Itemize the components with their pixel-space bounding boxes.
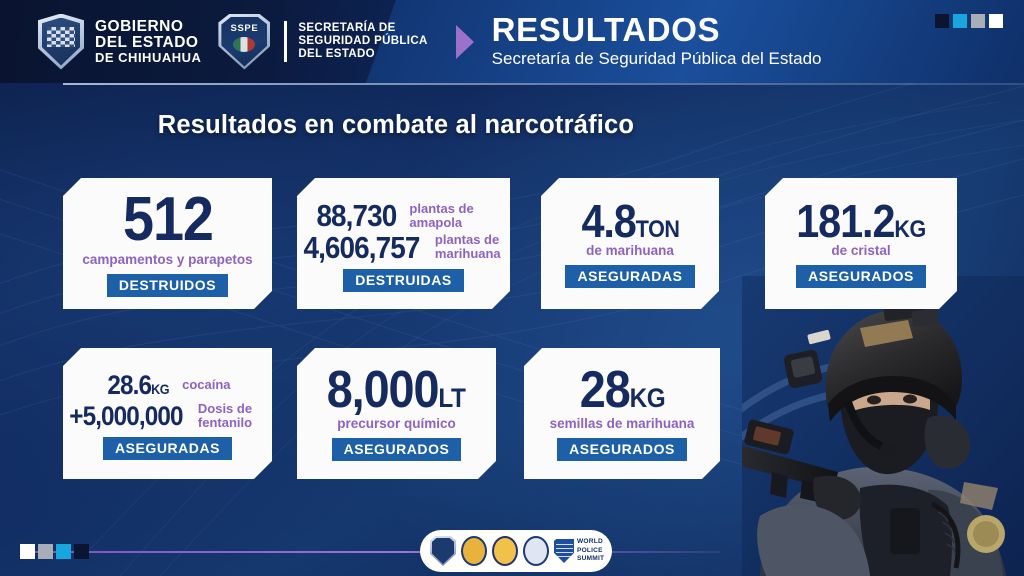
section-title: Resultados en combate al narcotráfico [157,111,635,139]
footer-rule [20,551,720,553]
gov-line-1: GOBIERNO [95,18,184,36]
stat-descriptor: semillas de marihuana [549,415,695,431]
stat-number-group: 4.8TON [581,199,679,243]
gov-line-2: DEL ESTADO [95,33,199,51]
stat-line-amapola: 88,730 plantas de amapola [297,201,510,231]
header-square-4 [989,14,1003,28]
stat-line-cocaina: 28.6KG cocaína [63,373,272,399]
header-square-accents [935,14,1003,28]
footer-square-4 [74,544,89,559]
stat-number: 181.2 [796,194,895,247]
summit-line-3: SUMMIT [577,555,605,563]
stat-unit: KG [151,380,170,397]
header-title-block: RESULTADOS Secretaría de Seguridad Públi… [492,13,822,69]
stat-descriptor: campamentos y parapetos [82,251,253,267]
stat-number: 4.8 [580,194,636,247]
government-wordmark: GOBIERNO DEL ESTADO DE CHIHUAHUA [95,19,201,64]
header-rule [63,83,1024,85]
stat-label: Dosis de fentanilo [197,401,253,431]
stat-number: 8,000 [327,360,439,419]
stat-number: 4,606,757 [303,229,420,265]
stat-card-precursor: 8,000LT precursor químico ASEGURADOS [297,348,496,479]
stat-descriptor: de cristal [831,243,891,259]
chihuahua-state-shield-icon [38,13,84,70]
page-header: GOBIERNO DEL ESTADO DE CHIHUAHUA SSPE SE… [0,0,1024,83]
stat-number-group: 28.6KG [108,373,170,399]
world-police-summit-logo: WORLD POLICE SUMMIT [554,538,604,563]
stat-tag: ASEGURADAS [565,265,694,288]
page-title: RESULTADOS [491,11,721,49]
sspe-abbreviation: SSPE [230,22,259,34]
summit-line-1: WORLD [577,538,603,546]
stat-number: 512 [122,185,213,255]
stat-descriptor: precursor químico [337,415,456,431]
sspe-badge-mini-icon [430,536,456,566]
footer-logo-bar: WORLD POLICE SUMMIT [420,530,612,572]
stat-unit: KG [894,215,926,243]
header-square-1 [935,14,949,28]
interpol-badge-mini-icon [523,536,549,566]
stat-tag: ASEGURADOS [796,265,926,288]
stat-number: 28 [579,360,630,419]
stat-descriptor: de marihuana [586,243,674,259]
stat-card-cocaina-fentanilo: 28.6KG cocaína +5,000,000 Dosis de fenta… [63,348,272,479]
stat-label: cocaína [182,377,231,393]
footer-square-2 [38,544,53,559]
header-square-3 [971,14,985,28]
summit-shield-icon [554,539,574,563]
ameripol-badge-mini-icon [461,536,487,566]
footer-square-1 [20,544,35,559]
stat-number: +5,000,000 [69,400,183,431]
stat-number: 28.6 [107,369,152,400]
header-square-2 [953,14,967,28]
stat-card-plantas: 88,730 plantas de amapola 4,606,757 plan… [297,178,510,309]
stat-tag: DESTRUIDOS [107,274,228,297]
secretaria-line-3: DEL ESTADO [298,47,375,60]
stat-unit: TON [635,215,679,243]
footer-square-3 [56,544,71,559]
play-triangle-icon [455,24,474,59]
stat-tag: ASEGURADOS [557,438,687,461]
fiscalia-badge-mini-icon [492,536,518,566]
stat-tag: ASEGURADOS [332,438,462,461]
stat-card-semillas: 28KG semillas de marihuana ASEGURADOS [524,348,720,479]
stat-number-group: 181.2KG [796,199,926,243]
footer-square-accents [20,544,89,559]
gov-line-3: DE CHIHUAHUA [95,49,202,65]
stat-label: plantas de amapola [409,200,474,230]
stat-number-group: 28KG [579,366,665,416]
stat-line-fentanilo: +5,000,000 Dosis de fentanilo [63,402,272,430]
sspe-badge-icon: SSPE [218,13,271,70]
summit-wordmark: WORLD POLICE SUMMIT [577,538,604,563]
stat-card-cristal: 181.2KG de cristal ASEGURADOS [765,178,957,309]
page-subtitle: Secretaría de Seguridad Pública del Esta… [491,49,822,69]
secretaria-line-2: SEGURIDAD PÚBLICA [298,35,428,48]
stat-number-group: 8,000LT [327,366,466,416]
mexico-emblem-icon [233,36,256,52]
secretaria-line-1: SECRETARÍA DE [298,22,396,35]
stat-card-marihuana-ton: 4.8TON de marihuana ASEGURADAS [541,178,719,309]
stat-line-marihuana: 4,606,757 plantas de marihuana [297,233,510,263]
secretaria-wordmark: SECRETARÍA DE SEGURIDAD PÚBLICA DEL ESTA… [298,22,427,61]
summit-line-2: POLICE [577,546,603,554]
stat-card-campamentos: 512 campamentos y parapetos DESTRUIDOS [63,178,272,309]
stat-number: 88,730 [316,197,396,233]
tactical-police-officer-photo [742,276,1024,576]
stat-unit: KG [629,382,665,413]
stat-tag: DESTRUIDAS [343,269,464,292]
stat-unit: LT [438,382,466,413]
header-divider [284,21,288,62]
stat-label: plantas de marihuana [434,232,501,262]
stat-tag: ASEGURADAS [103,437,232,460]
